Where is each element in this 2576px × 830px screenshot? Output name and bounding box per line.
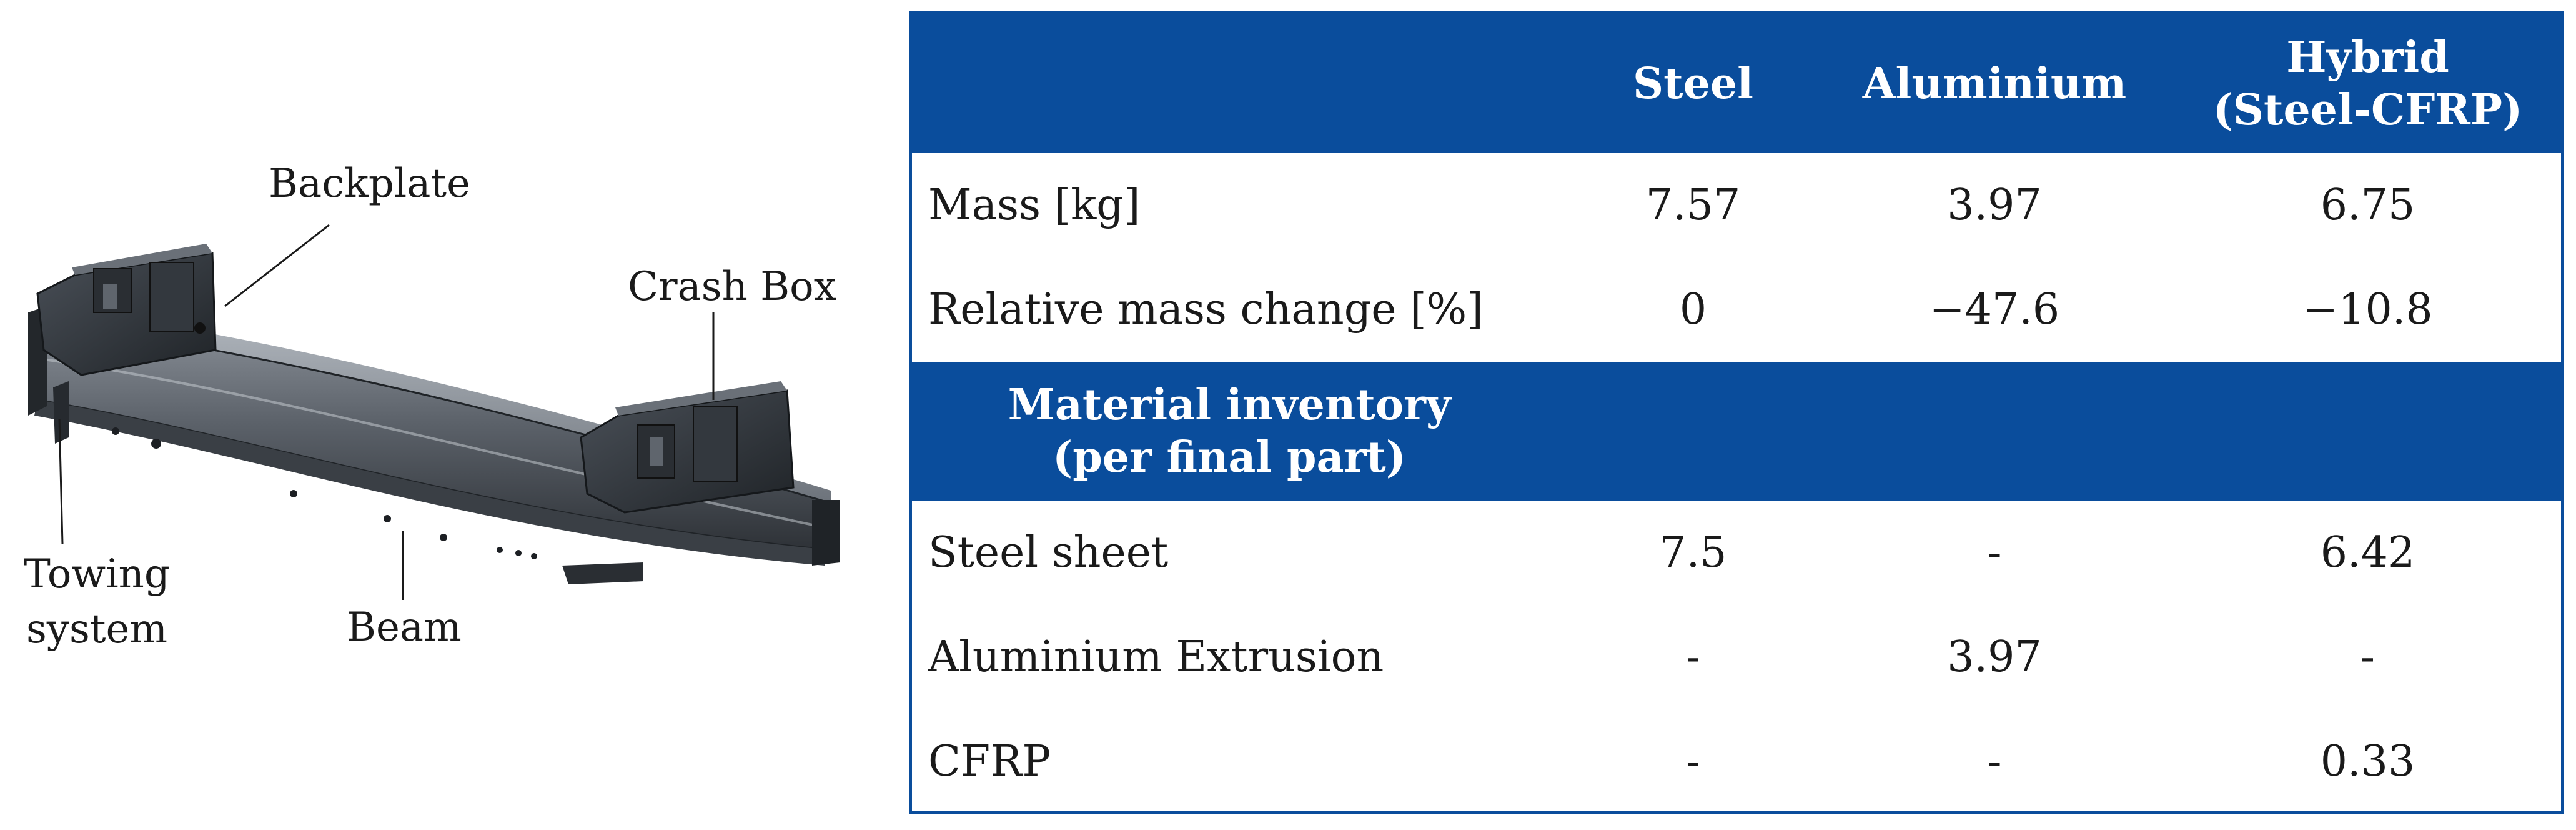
section-title: Material inventory (per final part) (912, 362, 1572, 501)
header-hybrid-line1: Hybrid (2286, 32, 2449, 82)
comparison-table-frame: Steel Aluminium Hybrid (Steel-CFRP) Mass… (909, 11, 2564, 814)
header-empty-cell (912, 14, 1572, 153)
beam-holes (112, 428, 537, 559)
cell-steel: - (1686, 736, 1700, 786)
header-steel: Steel (1572, 14, 1815, 153)
section-title-line1: Material inventory (1008, 380, 1451, 430)
cell-aluminium: 3.97 (1947, 180, 2042, 230)
mass-comparison-table: Steel Aluminium Hybrid (Steel-CFRP) Mass… (912, 14, 2561, 814)
header-hybrid-line2: (Steel-CFRP) (2212, 85, 2523, 135)
table-row: Relative mass change [%] 0 −47.6 −10.8 (912, 258, 2561, 362)
row-label: Steel sheet (928, 528, 1169, 578)
callout-towing-line2: system (26, 606, 168, 652)
section-header-row: Material inventory (per final part) (912, 362, 2561, 501)
bumper-figure: Backplate Crash Box Towing system Beam (0, 0, 899, 830)
cell-aluminium: - (1987, 528, 2002, 578)
section-empty-cell (2174, 362, 2561, 501)
header-aluminium: Aluminium (1815, 14, 2174, 153)
left-crash-box (36, 244, 217, 444)
cell-hybrid: 0.33 (2320, 736, 2415, 786)
beam-lower-lip (34, 400, 831, 566)
cell-aluminium: - (1987, 736, 2002, 786)
table-row: CFRP - - 0.33 (912, 709, 2561, 814)
callout-beam: Beam (347, 604, 462, 651)
table-row: Aluminium Extrusion - 3.97 - (912, 605, 2561, 709)
cell-hybrid: 6.75 (2320, 180, 2415, 230)
table-row: Mass [kg] 7.57 3.97 6.75 (912, 153, 2561, 258)
cell-hybrid: −10.8 (2302, 284, 2433, 334)
bumper-illustration (28, 224, 840, 600)
header-hybrid: Hybrid (Steel-CFRP) (2174, 14, 2561, 153)
cell-steel: - (1686, 632, 1700, 682)
row-label: Mass [kg] (928, 180, 1141, 230)
table-row: Steel sheet 7.5 - 6.42 (912, 501, 2561, 605)
cell-hybrid: 6.42 (2320, 528, 2415, 578)
callout-backplate: Backplate (269, 161, 470, 207)
callout-crash-box: Crash Box (628, 264, 836, 310)
cell-aluminium: −47.6 (1929, 284, 2060, 334)
towing-bracket (562, 562, 643, 584)
section-empty-cell (1815, 362, 2174, 501)
cell-steel: 0 (1679, 284, 1707, 334)
callout-towing-system: Towing system (16, 547, 178, 657)
row-label: Aluminium Extrusion (928, 632, 1384, 682)
cell-hybrid: - (2361, 632, 2375, 682)
row-label: Relative mass change [%] (928, 284, 1484, 334)
right-crash-box (580, 381, 840, 566)
callout-towing-line1: Towing (24, 551, 170, 598)
section-empty-cell (1572, 362, 1815, 501)
row-label: CFRP (928, 736, 1051, 786)
leader-lines (58, 224, 715, 600)
table-header-row: Steel Aluminium Hybrid (Steel-CFRP) (912, 14, 2561, 153)
cell-steel: 7.5 (1659, 528, 1727, 578)
cell-aluminium: 3.97 (1947, 632, 2042, 682)
cell-steel: 7.57 (1645, 180, 1741, 230)
section-title-line2: (per final part) (1053, 432, 1406, 482)
